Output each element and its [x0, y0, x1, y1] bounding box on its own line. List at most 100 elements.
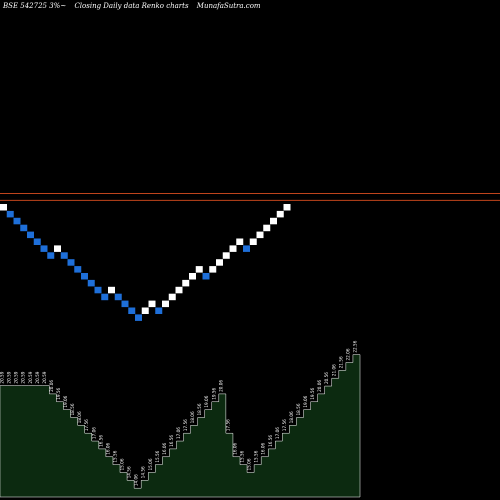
renko-brick-down — [155, 307, 163, 314]
area-value-label: 19.06 — [204, 395, 209, 407]
renko-brick-down — [87, 279, 95, 287]
area-value-label: 16.06 — [261, 442, 266, 454]
renko-brick-up — [108, 286, 115, 294]
area-value-label: 20.06 — [317, 380, 322, 392]
area-value-label: 17.06 — [176, 427, 181, 439]
area-value-label: 19.56 — [310, 387, 315, 399]
renko-brick-down — [20, 224, 28, 232]
site-label: MunafaSutra.com — [196, 2, 261, 10]
area-value-label: 21.06 — [331, 364, 336, 376]
renko-brick-up — [189, 273, 196, 280]
chart-kind-label: Closing Daily data Renko charts — [74, 2, 189, 10]
area-value-label: 17.56 — [225, 419, 230, 431]
area-value-label: 16.56 — [98, 435, 103, 447]
area-value-label: 20.59 — [28, 371, 33, 383]
area-value-label: 18.56 — [197, 403, 202, 415]
area-value-label: 20.59 — [35, 371, 40, 383]
renko-brick-up — [175, 286, 183, 294]
area-value-label: 16.06 — [232, 442, 237, 454]
area-value-label: 19.56 — [56, 387, 61, 399]
area-value-label: 20.06 — [49, 380, 54, 392]
renko-brick-down — [114, 293, 122, 301]
area-value-label: 16.06 — [162, 442, 167, 454]
area-value-label: 17.56 — [84, 419, 89, 431]
renko-brick-up — [249, 238, 257, 245]
chart-header: BSE 542725 3%~ Closing Daily data Renko … — [3, 2, 267, 10]
renko-brick-up — [263, 224, 271, 232]
renko-brick-up — [162, 300, 169, 308]
renko-brick-down — [128, 307, 136, 314]
area-value-label: 22.56 — [352, 340, 357, 352]
area-value-label: 20.59 — [7, 371, 12, 383]
renko-brick-up — [216, 259, 223, 266]
renko-brick-down — [121, 300, 129, 308]
area-value-label: 19.06 — [63, 395, 68, 407]
area-value-label: 19.06 — [303, 395, 308, 407]
renko-brick-down — [67, 259, 75, 266]
renko-brick-down — [6, 210, 14, 218]
area-value-label: 20.06 — [218, 380, 223, 392]
area-value-label: 14.56 — [127, 466, 132, 478]
renko-brick-up — [283, 204, 291, 211]
renko-brick-down — [74, 266, 82, 273]
renko-brick-up — [54, 245, 61, 252]
renko-brick-up — [148, 300, 156, 308]
area-value-label: 19.56 — [211, 387, 216, 399]
area-value-label: 22.06 — [345, 348, 350, 360]
renko-brick-up — [276, 210, 284, 218]
renko-brick-up — [256, 231, 264, 239]
area-value-label: 21.56 — [338, 356, 343, 368]
area-value-label: 15.56 — [155, 450, 160, 462]
area-value-label: 20.59 — [14, 371, 19, 383]
area-value-label: 20.59 — [0, 371, 5, 383]
area-value-label: 20.56 — [324, 372, 329, 384]
renko-brick-down — [101, 293, 109, 301]
renko-chart — [0, 192, 500, 321]
area-value-label: 20.59 — [42, 371, 47, 383]
renko-brick-up — [209, 266, 217, 273]
renko-brick-down — [60, 252, 68, 259]
area-value-label: 17.06 — [91, 427, 96, 439]
area-value-label: 17.06 — [275, 427, 280, 439]
area-value-label: 16.06 — [105, 442, 110, 454]
renko-brick-up — [236, 238, 244, 245]
area-value-label: 17.56 — [183, 419, 188, 431]
renko-brick-up — [168, 293, 176, 301]
renko-brick-up — [195, 266, 203, 273]
area-value-label: 17.56 — [282, 419, 287, 431]
area-value-label: 15.06 — [120, 458, 125, 470]
renko-brick-down — [27, 231, 34, 239]
renko-brick-down — [33, 238, 41, 245]
renko-brick-down — [81, 273, 88, 280]
renko-brick-up — [141, 307, 149, 314]
area-value-label: 15.06 — [247, 458, 252, 470]
renko-brick-down — [13, 217, 21, 225]
area-value-label: 18.06 — [77, 411, 82, 423]
area-value-label: 14.56 — [141, 466, 146, 478]
renko-brick-up — [182, 279, 190, 287]
renko-brick-up — [270, 217, 277, 225]
area-value-label: 15.56 — [254, 450, 259, 462]
area-value-label: 15.56 — [112, 450, 117, 462]
renko-brick-up — [0, 204, 7, 211]
renko-brick-down — [202, 273, 210, 280]
renko-brick-up — [229, 245, 237, 252]
area-value-label: 18.06 — [289, 411, 294, 423]
renko-brick-down — [135, 314, 142, 321]
area-value-label: 14.06 — [134, 474, 139, 486]
area-value-label: 15.56 — [240, 450, 245, 462]
area-value-label: 18.06 — [190, 411, 195, 423]
area-value-label: 20.59 — [21, 371, 26, 383]
area-value-label: 18.56 — [296, 403, 301, 415]
price-area-series — [0, 354, 361, 498]
renko-brick-down — [243, 245, 250, 252]
symbol-label: BSE 542725 3%~ — [3, 2, 67, 10]
renko-brick-down — [47, 252, 55, 259]
area-value-label: 16.56 — [268, 435, 273, 447]
area-value-label: 15.06 — [148, 458, 153, 470]
renko-brick-down — [94, 286, 102, 294]
renko-brick-down — [40, 245, 48, 252]
area-value-label: 16.56 — [169, 435, 174, 447]
